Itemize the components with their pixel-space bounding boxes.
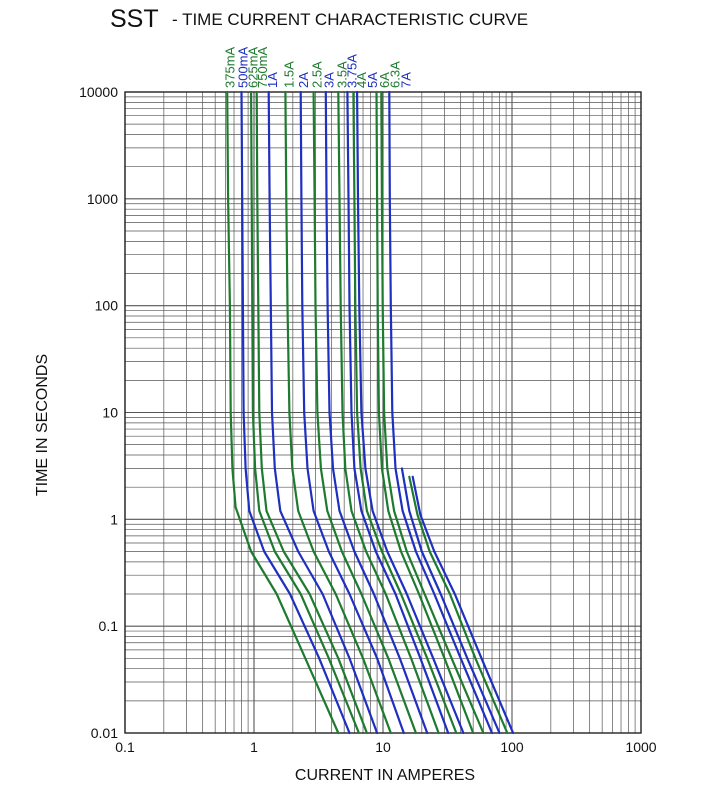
curve-label-3-75a: 3.75A bbox=[344, 54, 359, 88]
y-tick-label: 0.1 bbox=[99, 618, 119, 634]
curve-label-6a: 6A bbox=[377, 72, 392, 88]
extra-curve-52a bbox=[411, 475, 515, 735]
y-tick-label: 1000 bbox=[87, 191, 118, 207]
x-tick-label: 1000 bbox=[625, 739, 656, 755]
x-tick-label: 10 bbox=[375, 739, 391, 755]
x-tick-label: 1 bbox=[250, 739, 258, 755]
curve-7a bbox=[388, 90, 494, 735]
curve-label-625ma: 625mA bbox=[245, 46, 260, 88]
curve-label-3-5a: 3.5A bbox=[334, 61, 349, 88]
curve-label-7a: 7A bbox=[398, 72, 413, 88]
x-tick-label: 100 bbox=[500, 739, 524, 755]
chart-title: SST bbox=[110, 5, 159, 33]
y-tick-label: 10 bbox=[102, 405, 118, 421]
curve-label-3a: 3A bbox=[322, 72, 337, 88]
extra-curve-50a bbox=[408, 475, 509, 735]
curve-label-1-5a: 1.5A bbox=[281, 61, 296, 88]
curve-label-375ma: 375mA bbox=[223, 46, 238, 88]
curve-label-750ma: 750mA bbox=[255, 46, 270, 88]
chart-subtitle: - TIME CURRENT CHARACTERISTIC CURVE bbox=[172, 10, 528, 29]
x-axis-title: CURRENT IN AMPERES bbox=[295, 767, 475, 784]
y-tick-label: 1 bbox=[110, 511, 118, 527]
curve-500ma bbox=[240, 90, 351, 735]
plot-frame bbox=[124, 91, 642, 734]
y-tick-label: 0.01 bbox=[91, 725, 118, 741]
curve-750ma bbox=[255, 90, 368, 735]
curve-label-4a: 4A bbox=[354, 72, 369, 88]
curve-label-500ma: 500mA bbox=[236, 46, 251, 88]
curve-3-75a bbox=[346, 90, 450, 735]
curve-1a bbox=[267, 90, 379, 735]
chart-title-group: SST - TIME CURRENT CHARACTERISTIC CURVE bbox=[110, 5, 528, 33]
curve-5a bbox=[356, 90, 465, 735]
curve-625ma bbox=[250, 90, 360, 735]
curve-label-1a: 1A bbox=[265, 72, 280, 88]
curve-label-5a: 5A bbox=[365, 72, 380, 88]
extra-curve-48a bbox=[400, 467, 501, 735]
curve-3-5a bbox=[337, 90, 440, 735]
curve-6-3a bbox=[380, 90, 485, 735]
curve-6a bbox=[375, 90, 475, 735]
curve-3a bbox=[324, 90, 429, 735]
curve-label-2a: 2A bbox=[296, 72, 311, 88]
curve-2a bbox=[299, 90, 405, 735]
y-axis-title: TIME IN SECONDS bbox=[34, 354, 51, 496]
y-tick-label: 10000 bbox=[79, 84, 118, 100]
curve-2-5a bbox=[312, 90, 417, 735]
curve-375ma bbox=[226, 90, 340, 735]
curves-layer bbox=[226, 90, 515, 735]
curve-label-6-3a: 6.3A bbox=[388, 61, 403, 88]
x-tick-label: 0.1 bbox=[115, 739, 135, 755]
y-tick-label: 100 bbox=[95, 298, 119, 314]
curve-4a bbox=[352, 90, 458, 735]
curve-label-2-5a: 2.5A bbox=[309, 61, 324, 88]
curve-1-5a bbox=[284, 90, 392, 735]
